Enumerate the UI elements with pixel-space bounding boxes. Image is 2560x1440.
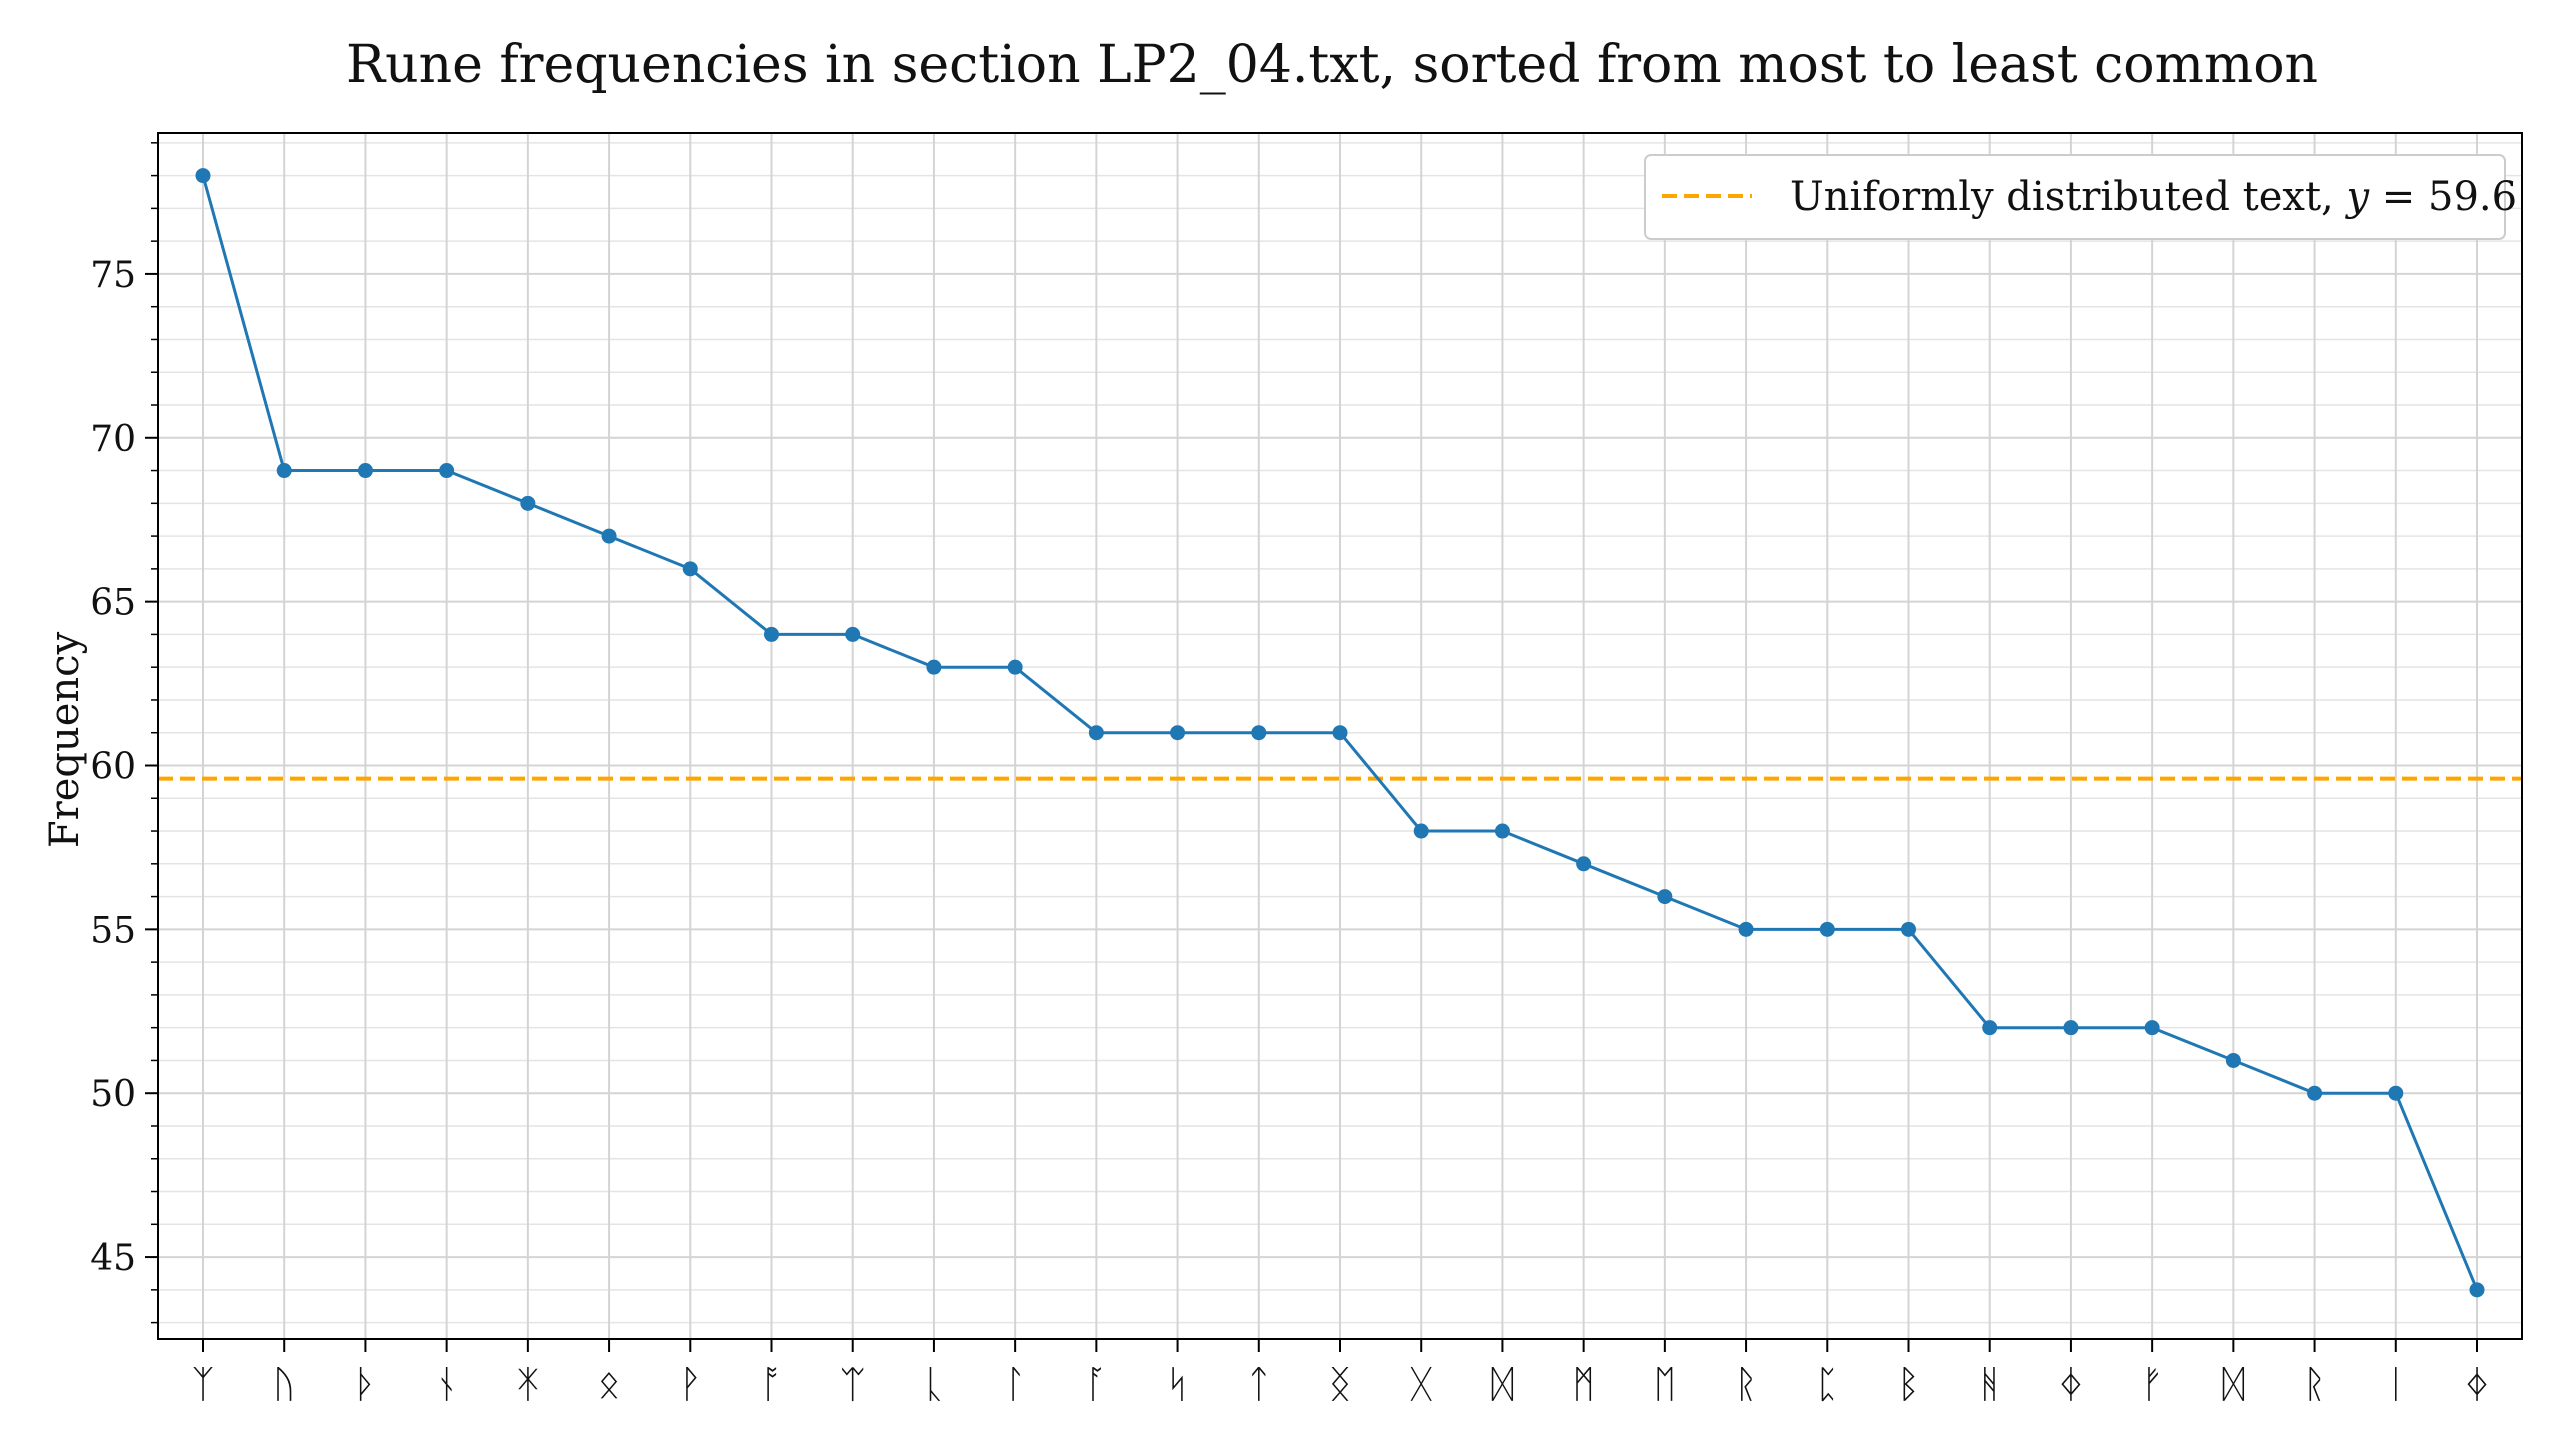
x-tick-label: ᛉ xyxy=(192,1362,215,1406)
data-point xyxy=(601,528,617,544)
x-tick-label: ᛋ xyxy=(1166,1362,1189,1406)
data-point xyxy=(682,561,698,577)
data-point xyxy=(926,659,942,675)
data-point xyxy=(2469,1282,2485,1298)
x-tick-label: ᚩ xyxy=(760,1362,783,1406)
x-tick-label: ᛚ xyxy=(1004,1362,1027,1406)
data-point xyxy=(1819,921,1835,937)
data-point xyxy=(2063,1020,2079,1036)
data-point xyxy=(1901,921,1916,937)
x-tick-label: ᚱ xyxy=(2303,1362,2326,1406)
x-tick-label: ᚻ xyxy=(1978,1362,2001,1406)
data-point xyxy=(2388,1085,2404,1101)
x-tick-label: ᛒ xyxy=(1897,1362,1920,1406)
x-tick-label: ᚦ xyxy=(354,1362,377,1406)
x-tick-label: ᛡ xyxy=(516,1362,539,1406)
x-tick-label: ᛝ xyxy=(1329,1362,1352,1406)
x-tick-label: ᛄ xyxy=(2060,1362,2083,1406)
data-point xyxy=(1088,725,1104,741)
y-tick-label: 55 xyxy=(90,910,136,951)
data-point xyxy=(195,168,211,184)
data-point xyxy=(1007,659,1023,675)
data-point xyxy=(1576,856,1592,872)
data-point xyxy=(1251,725,1267,741)
x-tick-label: ᚢ xyxy=(273,1362,296,1406)
data-point xyxy=(2144,1020,2160,1036)
y-tick-label: 75 xyxy=(90,255,136,296)
data-point xyxy=(1170,725,1186,741)
y-tick-label: 60 xyxy=(90,746,136,787)
y-tick-label: 50 xyxy=(90,1074,136,1115)
x-tick-label: ᚪ xyxy=(1085,1362,1108,1406)
x-tick-label: ᛗ xyxy=(1572,1362,1595,1406)
data-point xyxy=(1413,823,1429,839)
legend-label-variable: y xyxy=(2344,174,2370,220)
data-point xyxy=(1494,823,1510,839)
x-tick-label: ᛏ xyxy=(1247,1362,1270,1406)
data-point xyxy=(1332,725,1348,741)
legend: Uniformly distributed text, y = 59.6 xyxy=(1644,154,2517,240)
x-tick-label: ᚹ xyxy=(679,1362,702,1406)
x-tick-label: ᛞ xyxy=(1491,1362,1514,1406)
data-series xyxy=(195,168,2485,1298)
data-point xyxy=(2225,1052,2241,1068)
y-tick-label: 70 xyxy=(90,419,136,460)
grid xyxy=(158,133,2522,1339)
y-tick-label: 65 xyxy=(90,583,136,624)
data-point xyxy=(439,463,455,479)
x-tick-label: ᛁ xyxy=(2384,1362,2407,1406)
chart-title: Rune frequencies in section LP2_04.txt, … xyxy=(346,35,2318,95)
x-tick-label: ᛈ xyxy=(1816,1362,1839,1406)
data-point xyxy=(1738,921,1754,937)
x-tick-label: ᛞ xyxy=(2222,1362,2245,1406)
x-tick-label: ᚳ xyxy=(923,1362,946,1406)
x-tick-label: ᛟ xyxy=(598,1362,621,1406)
data-point xyxy=(845,626,861,642)
x-tick-label: ᛖ xyxy=(1653,1362,1676,1406)
y-tick-label: 45 xyxy=(90,1238,136,1279)
y-axis-label: Frequency xyxy=(42,631,88,848)
data-point xyxy=(357,463,373,479)
data-point xyxy=(1657,889,1673,905)
x-tick-label: ᚱ xyxy=(1735,1362,1758,1406)
x-tick-label: ᚷ xyxy=(1410,1362,1433,1406)
x-tick-label: ᛄ xyxy=(2466,1362,2489,1406)
legend-entry-label: Uniformly distributed text, y = 59.6 xyxy=(1790,174,2517,220)
x-tick-label: ᚠ xyxy=(2141,1362,2164,1406)
data-point xyxy=(2307,1085,2323,1101)
x-tick-label: ᚾ xyxy=(435,1362,458,1406)
data-point xyxy=(276,463,292,479)
legend-label-value: = 59.6 xyxy=(2369,174,2517,220)
axis-ticks: 45 50 55 60 65 70 75 ᛉ ᚢ ᚦ ᚾ ᛡ ᛟ ᚹ ᚩ ᛠ ᚳ ᛚ ᚪ ᛋ ᛏ ᛝ ᚷ ᛞ ᛗ ᛖ ᚱ ᛈ ᛒ ᚻ ᛄ ᚠ ᛞ… xyxy=(90,142,2489,1406)
data-point xyxy=(1982,1020,1998,1036)
data-point xyxy=(520,495,536,511)
legend-box xyxy=(1644,154,2506,240)
x-tick-label: ᛠ xyxy=(841,1362,864,1406)
data-point xyxy=(764,626,779,642)
legend-label-prefix: Uniformly distributed text, xyxy=(1790,174,2346,220)
